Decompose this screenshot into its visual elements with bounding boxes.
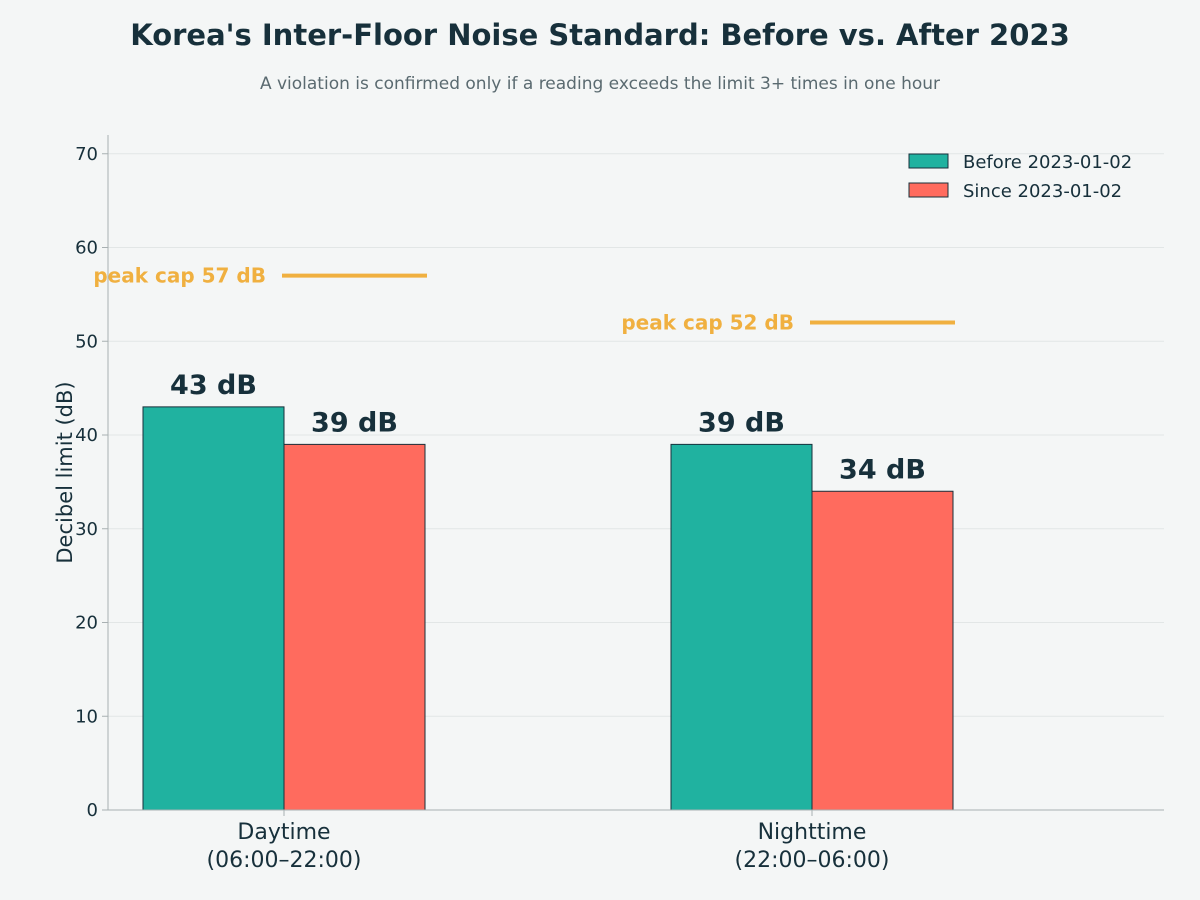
bar [811, 490, 954, 811]
chart-title: Korea's Inter-Floor Noise Standard: Befo… [130, 18, 1070, 52]
bar-value-label: 39 dB [311, 407, 398, 438]
bar [142, 406, 285, 811]
chart-subtitle: A violation is confirmed only if a readi… [259, 74, 941, 94]
legend-swatch [908, 153, 949, 169]
y-tick-label: 40 [75, 425, 98, 446]
bar [670, 443, 813, 811]
bar-value-label: 34 dB [839, 454, 926, 485]
legend: Before 2023-01-02 Since 2023-01-02 [908, 152, 1132, 202]
bar-value-label: 43 dB [170, 370, 257, 401]
gridlines [108, 153, 1164, 717]
y-tick-label: 10 [75, 706, 98, 727]
peak-cap-label: peak cap 52 dB [621, 311, 794, 335]
y-tick-label: 60 [75, 238, 98, 259]
peak-cap-label: peak cap 57 dB [93, 264, 266, 288]
legend-label: Since 2023-01-02 [963, 181, 1122, 202]
legend-swatch [908, 182, 949, 198]
x-tick-label: Nighttime (22:00–06:00) [735, 820, 890, 873]
peak-caps: peak cap 57 dB peak cap 52 dB [93, 264, 955, 335]
y-tick-label: 20 [75, 613, 98, 634]
bars: 43 dB 39 dB 39 dB 34 dB [142, 370, 954, 811]
y-tick-label: 30 [75, 519, 98, 540]
y-tick-label: 0 [87, 800, 98, 821]
y-tick-label: 70 [75, 144, 98, 165]
tick-labels: 0 10 20 30 40 50 60 70 Daytime (06:00–22:00) Night… [75, 144, 889, 873]
bar [283, 443, 426, 811]
y-axis-label: Decibel limit (dB) [53, 381, 77, 563]
x-tick-label: Daytime (06:00–22:00) [207, 820, 362, 873]
y-tick-label: 50 [75, 331, 98, 352]
bar-value-label: 39 dB [698, 407, 785, 438]
legend-label: Before 2023-01-02 [963, 152, 1132, 173]
